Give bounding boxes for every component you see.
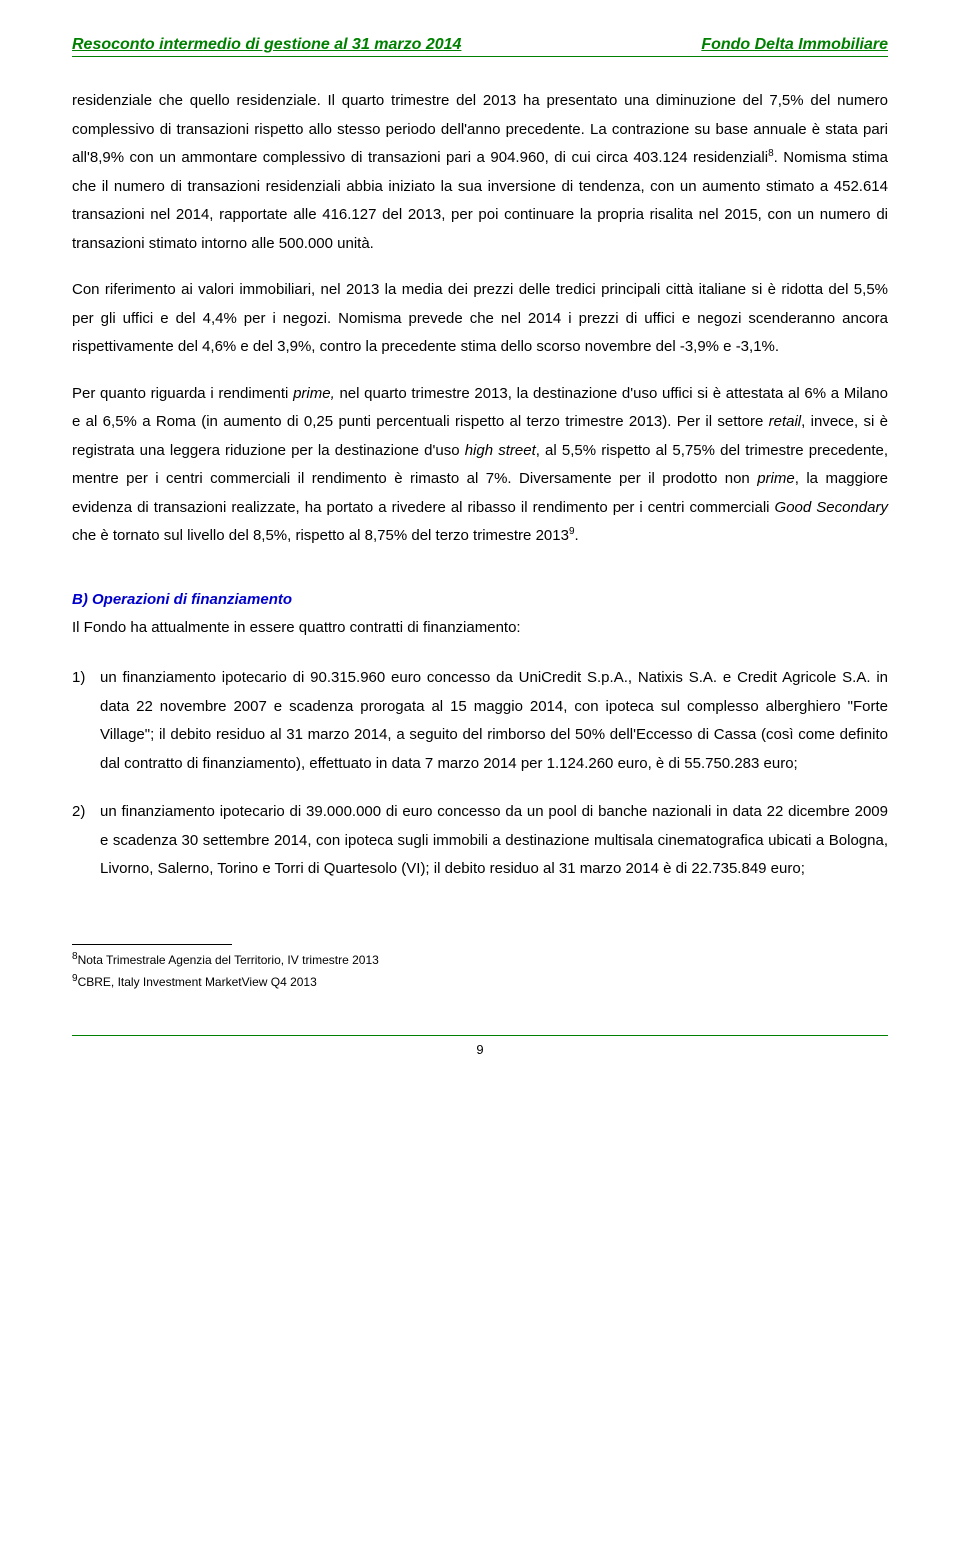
paragraph-2: Con riferimento ai valori immobiliari, n… [72,276,888,362]
footnote-8: 8Nota Trimestrale Agenzia del Territorio… [72,949,888,969]
list-item-1-text: un finanziamento ipotecario di 90.315.96… [100,669,888,772]
footnote-9: 9CBRE, Italy Investment MarketView Q4 20… [72,971,888,991]
p1-text-a: residenziale che quello residenziale. Il… [72,92,888,166]
header-right-title: Fondo Delta Immobiliare [701,36,888,54]
page-number: 9 [72,1042,888,1057]
header-left-title: Resoconto intermedio di gestione al 31 m… [72,36,461,54]
p3-j-italic: Good Secondary [775,499,888,516]
p3-b-italic: prime, [293,385,335,402]
list-item-2: 2) un finanziamento ipotecario di 39.000… [72,798,888,884]
p3-h-italic: prime [757,470,795,487]
section-b-heading: B) Operazioni di finanziamento [72,591,888,608]
list-item-1-number: 1) [72,664,85,693]
p3-l: . [575,527,579,544]
paragraph-3: Per quanto riguarda i rendimenti prime, … [72,380,888,551]
p3-a: Per quanto riguarda i rendimenti [72,385,293,402]
list-item-2-text: un finanziamento ipotecario di 39.000.00… [100,803,888,877]
section-b-intro: Il Fondo ha attualmente in essere quattr… [72,614,888,643]
footnote-8-text: Nota Trimestrale Agenzia del Territorio,… [78,953,379,967]
p3-k: che è tornato sul livello del 8,5%, risp… [72,527,569,544]
p2-text: Con riferimento ai valori immobiliari, n… [72,281,888,355]
p3-f-italic: high street [465,442,536,459]
p3-d-italic: retail [769,413,802,430]
footnote-separator [72,944,232,945]
bottom-rule [72,1035,888,1036]
paragraph-1: residenziale che quello residenziale. Il… [72,87,888,258]
footnote-9-text: CBRE, Italy Investment MarketView Q4 201… [78,975,317,989]
list-item-1: 1) un finanziamento ipotecario di 90.315… [72,664,888,778]
list-item-2-number: 2) [72,798,85,827]
page-header: Resoconto intermedio di gestione al 31 m… [72,36,888,57]
document-page: Resoconto intermedio di gestione al 31 m… [0,0,960,1563]
